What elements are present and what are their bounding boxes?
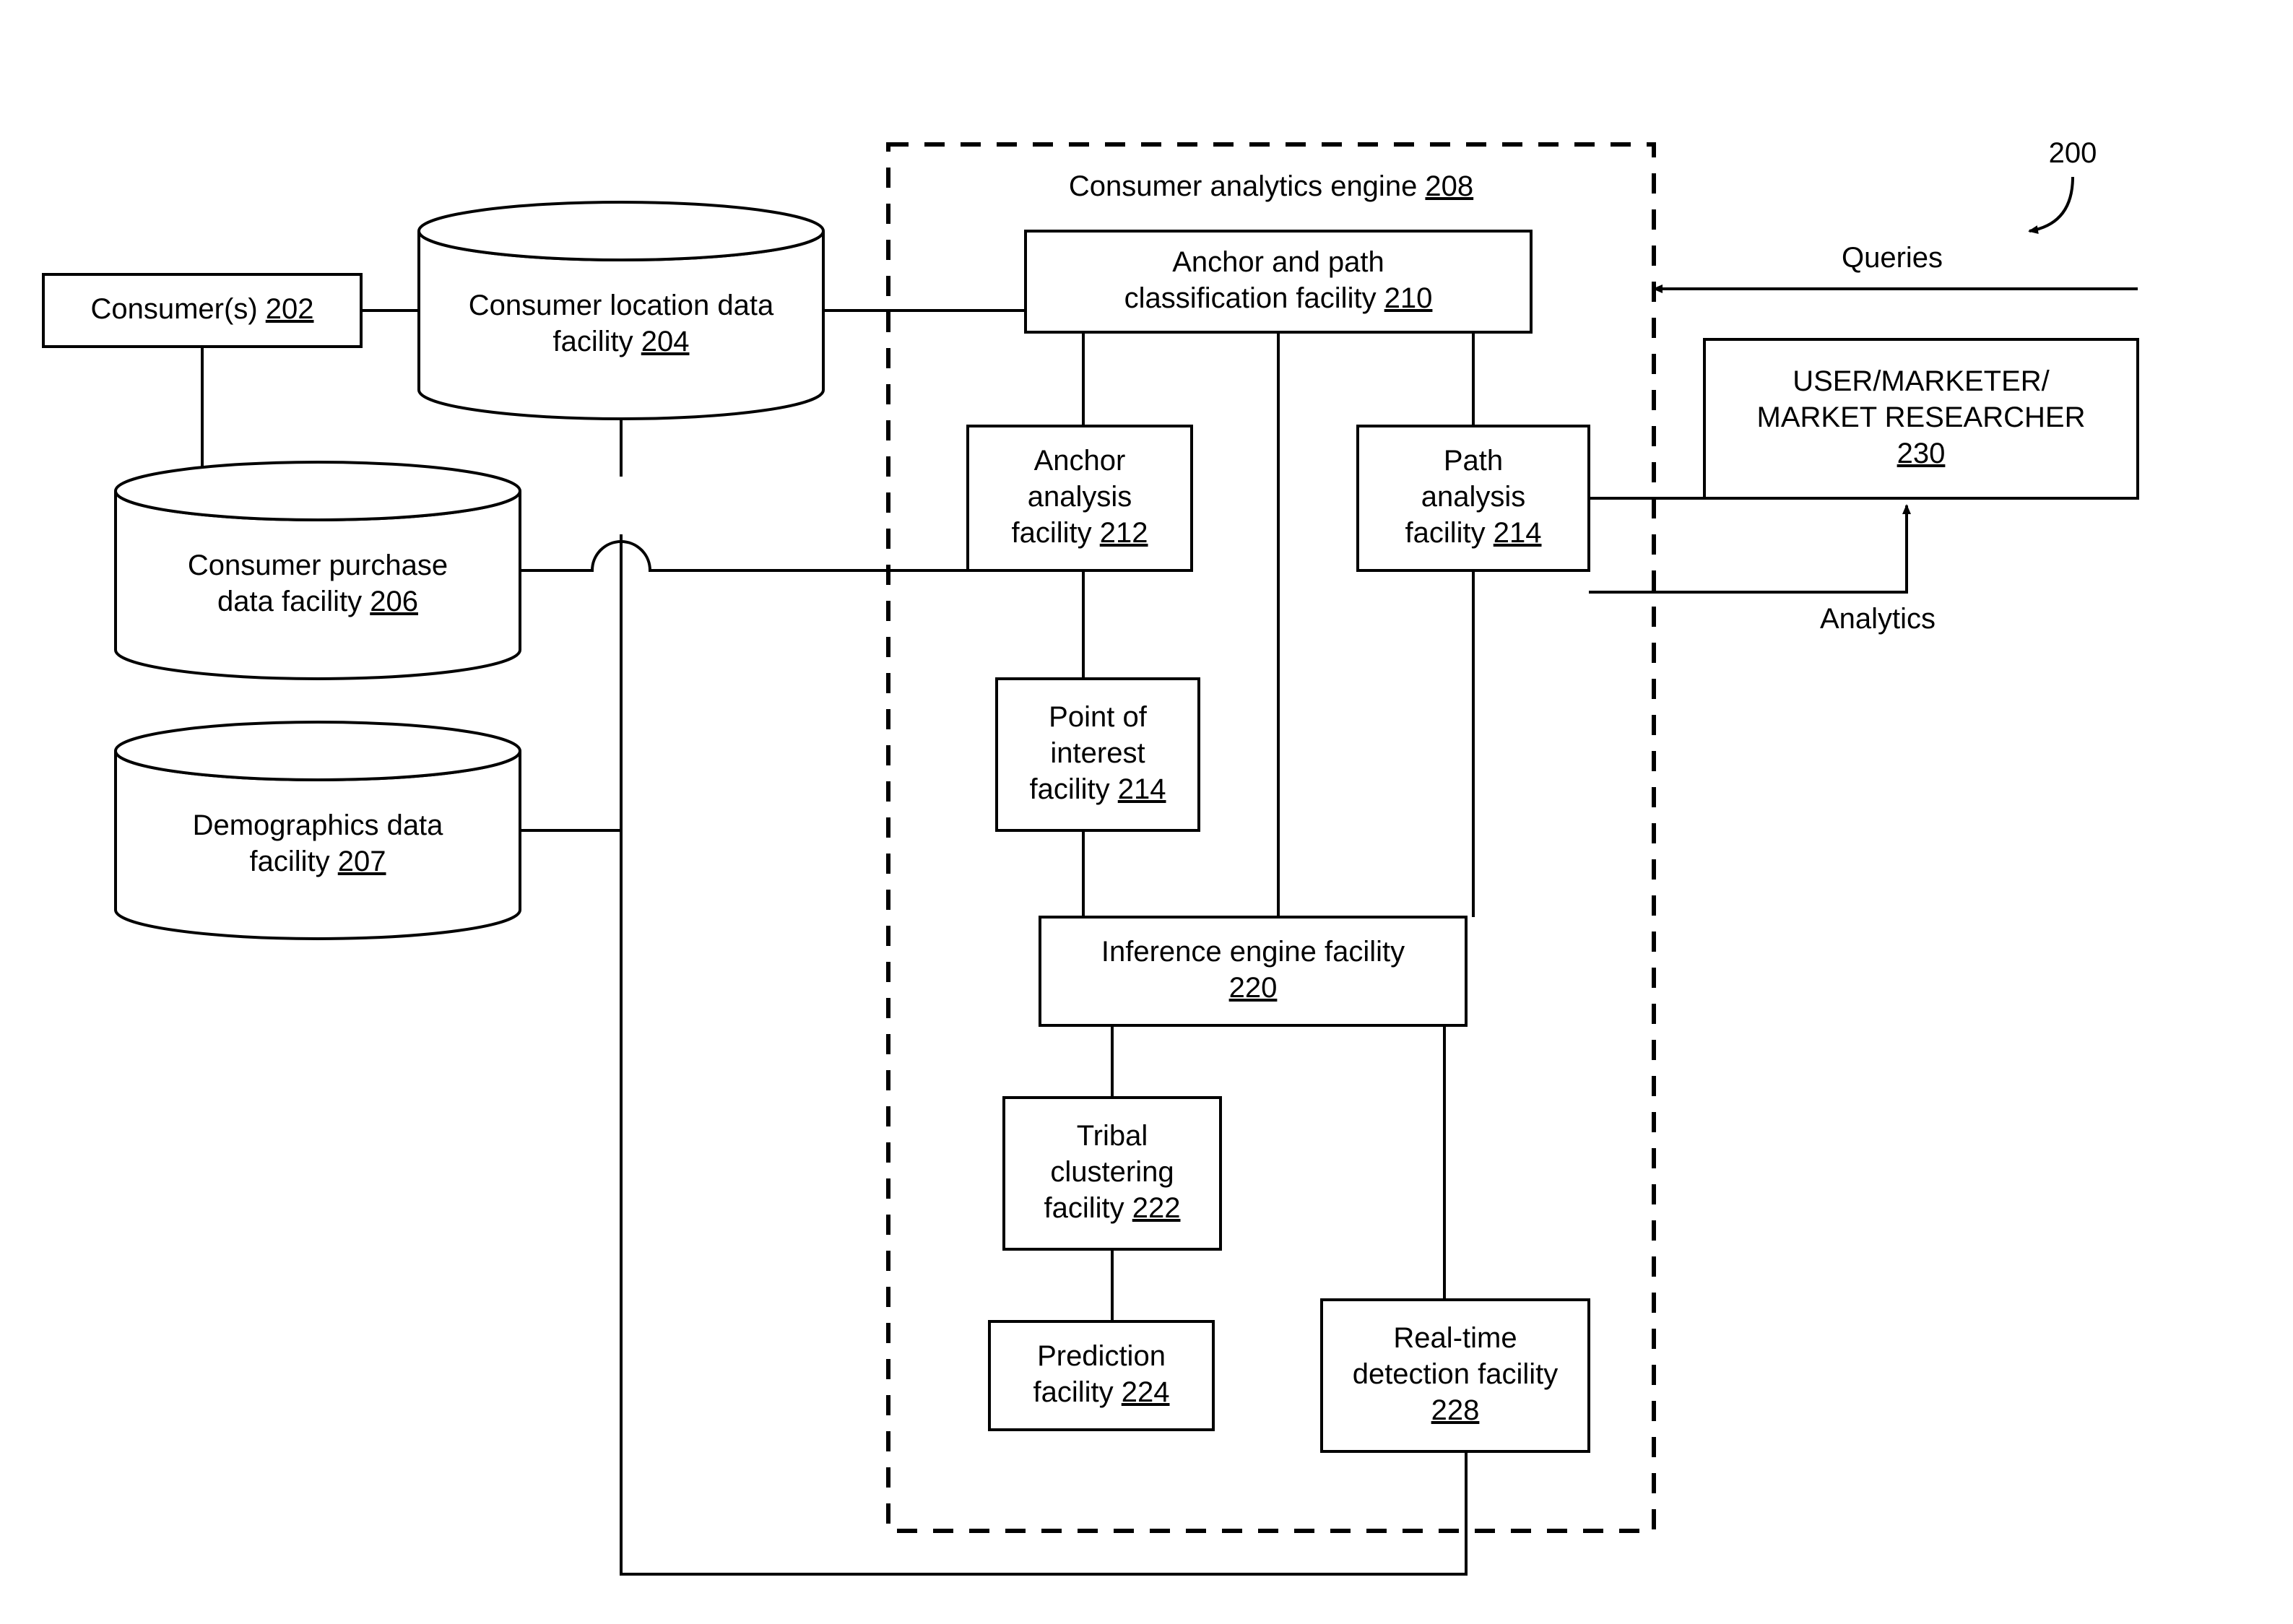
diagram-canvas: Queries Analytics Consumer(s) 202 Consumer … [0, 0, 2293, 1624]
svg-text:USER/MARKETER/: USER/MARKETER/ [1793, 365, 2050, 397]
svg-text:Point of: Point of [1049, 701, 1148, 733]
svg-text:classification facility 210: classification facility 210 [1124, 282, 1433, 314]
svg-text:clustering: clustering [1050, 1156, 1174, 1188]
svg-text:200: 200 [2049, 137, 2097, 169]
svg-text:Queries: Queries [1842, 242, 1943, 274]
svg-text:Consumer(s) 202: Consumer(s) 202 [90, 293, 313, 325]
svg-text:facility 207: facility 207 [250, 846, 386, 877]
svg-text:facility 214: facility 214 [1030, 773, 1166, 805]
svg-text:facility 222: facility 222 [1044, 1192, 1181, 1224]
svg-text:Analytics: Analytics [1820, 603, 1936, 635]
svg-text:facility 224: facility 224 [1033, 1376, 1170, 1408]
svg-text:Anchor and path: Anchor and path [1172, 246, 1384, 278]
svg-text:facility 214: facility 214 [1405, 517, 1542, 549]
svg-text:Anchor: Anchor [1034, 445, 1126, 477]
svg-text:detection facility: detection facility [1353, 1358, 1559, 1390]
svg-text:220: 220 [1229, 972, 1278, 1004]
svg-text:data facility 206: data facility 206 [217, 586, 418, 617]
svg-text:MARKET RESEARCHER: MARKET RESEARCHER [1757, 401, 2086, 433]
svg-text:Inference engine facility: Inference engine facility [1101, 936, 1405, 968]
svg-text:Consumer purchase: Consumer purchase [188, 550, 448, 581]
svg-text:Tribal: Tribal [1077, 1120, 1148, 1152]
svg-text:230: 230 [1897, 438, 1946, 469]
svg-text:analysis: analysis [1421, 481, 1526, 513]
svg-text:Path: Path [1444, 445, 1503, 477]
svg-text:Demographics data: Demographics data [193, 809, 444, 841]
svg-text:facility 212: facility 212 [1012, 517, 1148, 549]
svg-text:facility 204: facility 204 [553, 326, 690, 357]
svg-text:Prediction: Prediction [1037, 1340, 1166, 1372]
svg-text:Consumer analytics engine 208: Consumer analytics engine 208 [1069, 170, 1473, 202]
svg-text:Consumer location data: Consumer location data [469, 290, 774, 321]
svg-text:228: 228 [1431, 1394, 1480, 1426]
svg-text:analysis: analysis [1028, 481, 1132, 513]
svg-text:interest: interest [1050, 737, 1145, 769]
svg-text:Real-time: Real-time [1393, 1322, 1517, 1354]
